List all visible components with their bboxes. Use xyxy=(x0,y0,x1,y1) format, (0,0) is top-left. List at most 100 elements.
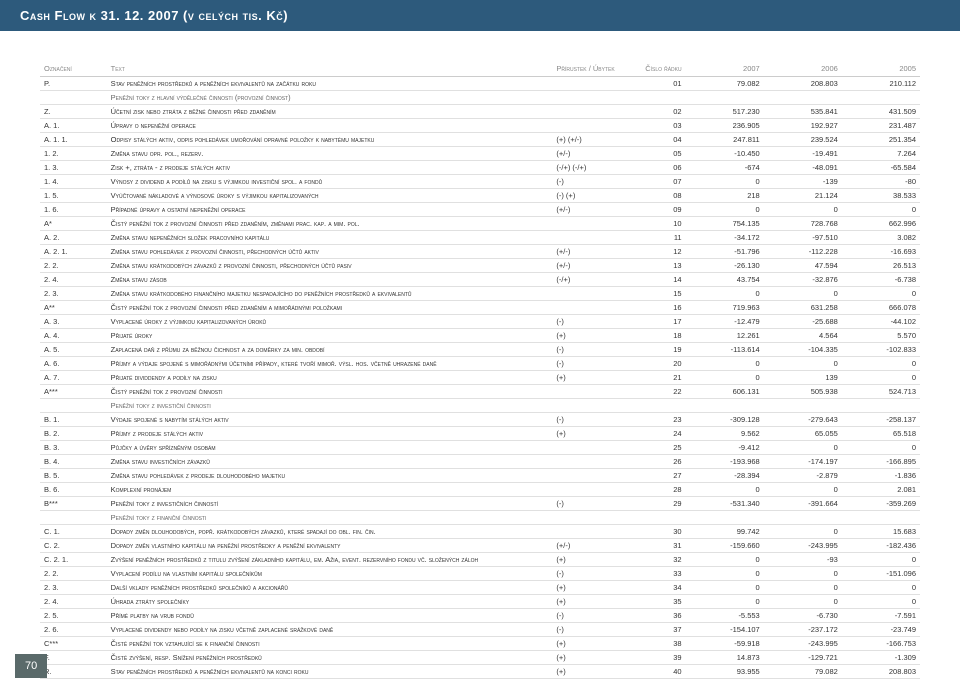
cell-sign xyxy=(552,119,630,133)
cell-sign: (+) xyxy=(552,427,630,441)
cell-2005: 0 xyxy=(842,595,920,609)
table-row: F.Čisté zvýšení, resp. Snížení peněžních… xyxy=(40,651,920,665)
cell-2007: -193.968 xyxy=(686,455,764,469)
cell-text: Dopady změn vlastního kapitálu na peněžn… xyxy=(107,539,553,553)
cell-2005: -1.836 xyxy=(842,469,920,483)
table-row: A. 1.Úpravy o nepeněžní operace03236.905… xyxy=(40,119,920,133)
table-row: 1. 5.Vyúčtované nákladové a výnosové úro… xyxy=(40,189,920,203)
cell-2006: -279.643 xyxy=(764,413,842,427)
cell-2006: -174.197 xyxy=(764,455,842,469)
cell-2007: -10.450 xyxy=(686,147,764,161)
cell-2006: 208.803 xyxy=(764,77,842,91)
cell-2007: 0 xyxy=(686,287,764,301)
cell-sign: (+/-) xyxy=(552,147,630,161)
cell-2005: -182.436 xyxy=(842,539,920,553)
table-row: 2. 4.Úhrada ztráty společníky(+)35000 xyxy=(40,595,920,609)
cell-rownum: 05 xyxy=(630,147,685,161)
cell-rownum: 30 xyxy=(630,525,685,539)
cell-sign xyxy=(552,231,630,245)
table-row: B. 2.Příjmy z prodeje stálých aktiv(+)24… xyxy=(40,427,920,441)
cell-2005 xyxy=(842,399,920,413)
cell-2006 xyxy=(764,511,842,525)
cell-code: 2. 5. xyxy=(40,609,107,623)
cell-2005: 2.081 xyxy=(842,483,920,497)
cell-2006 xyxy=(764,399,842,413)
cell-sign xyxy=(552,441,630,455)
cell-2007: 9.562 xyxy=(686,427,764,441)
cell-2005: 208.803 xyxy=(842,665,920,679)
cell-text: Vyplacené úroky z výjimkou kapitalizovan… xyxy=(107,315,553,329)
table-row: A. 1. 1.Odpisy stálých aktiv, odpis pohl… xyxy=(40,133,920,147)
cell-sign: (+) xyxy=(552,637,630,651)
table-row: B. 6.Komplexní pronájem28002.081 xyxy=(40,483,920,497)
cell-2007 xyxy=(686,511,764,525)
col-text: Text xyxy=(107,61,553,77)
cell-code: C. 1. xyxy=(40,525,107,539)
table-row: 1. 4.Výnosy z dividend a podílů na zisku… xyxy=(40,175,920,189)
cell-sign xyxy=(552,483,630,497)
cell-2005: 0 xyxy=(842,287,920,301)
col-2007: 2007 xyxy=(686,61,764,77)
cell-rownum: 36 xyxy=(630,609,685,623)
cell-sign: (+/-) xyxy=(552,203,630,217)
cell-text: Čistý peněžní tok z provozní činnosti př… xyxy=(107,301,553,315)
cell-text: Zaplacená daň z příjmu za běžnou čichnos… xyxy=(107,343,553,357)
cell-text: Změna stavu krátkodobých závazků z provo… xyxy=(107,259,553,273)
cell-sign: (+/-) xyxy=(552,259,630,273)
cell-code: B. 4. xyxy=(40,455,107,469)
cell-2007: 0 xyxy=(686,595,764,609)
cell-2007: -674 xyxy=(686,161,764,175)
cell-code: A. 2. 1. xyxy=(40,245,107,259)
table-row: 2. 6.Vyplacené dividendy nebo podíly na … xyxy=(40,623,920,637)
table-row: A. 2.Změna stavu nepeněžních složek prac… xyxy=(40,231,920,245)
cell-code: A. 2. xyxy=(40,231,107,245)
cell-sign xyxy=(552,301,630,315)
cell-text: Čistý peněžní tok z provozní činnosti př… xyxy=(107,217,553,231)
table-row: Peněžní toky z hlavní výdělečné činnosti… xyxy=(40,91,920,105)
cell-2007: 0 xyxy=(686,203,764,217)
cell-code: A* xyxy=(40,217,107,231)
cell-2005: -65.584 xyxy=(842,161,920,175)
cell-2005: -16.693 xyxy=(842,245,920,259)
cell-2006: -243.995 xyxy=(764,637,842,651)
cell-2006: 0 xyxy=(764,581,842,595)
cell-2007: 517.230 xyxy=(686,105,764,119)
table-row: A**Čistý peněžní tok z provozní činnosti… xyxy=(40,301,920,315)
cell-text: Úhrada ztráty společníky xyxy=(107,595,553,609)
cell-code: 1. 4. xyxy=(40,175,107,189)
cell-rownum: 16 xyxy=(630,301,685,315)
cell-text: Peněžní toky z finanční činnosti xyxy=(107,511,553,525)
cell-code: A. 5. xyxy=(40,343,107,357)
table-row: C. 2.Dopady změn vlastního kapitálu na p… xyxy=(40,539,920,553)
cell-2007: 606.131 xyxy=(686,385,764,399)
cell-rownum: 32 xyxy=(630,553,685,567)
cell-2005: 231.487 xyxy=(842,119,920,133)
cell-code: A. 1. xyxy=(40,119,107,133)
cell-2005: 15.683 xyxy=(842,525,920,539)
cell-2005: 26.513 xyxy=(842,259,920,273)
table-row: Peněžní toky z investiční činnosti xyxy=(40,399,920,413)
table-row: A. 7.Přijaté dividdendy a podíly na zisk… xyxy=(40,371,920,385)
cell-2005: 65.518 xyxy=(842,427,920,441)
cell-2006: -2.879 xyxy=(764,469,842,483)
cell-2007: 0 xyxy=(686,581,764,595)
cell-sign xyxy=(552,77,630,91)
cell-rownum: 18 xyxy=(630,329,685,343)
cell-sign: (-) xyxy=(552,413,630,427)
cell-text: Vyplacené dividendy nebo podíly na zisku… xyxy=(107,623,553,637)
cell-2006: 0 xyxy=(764,441,842,455)
cell-sign: (-) xyxy=(552,357,630,371)
table-row: A. 6.Příjmy a výdaje spojené s mimořádný… xyxy=(40,357,920,371)
cell-2006: 4.564 xyxy=(764,329,842,343)
table-row: P.Stav peněžních prostředků a peněžních … xyxy=(40,77,920,91)
cell-2006: 0 xyxy=(764,357,842,371)
cell-2006: 0 xyxy=(764,483,842,497)
cell-2007: 0 xyxy=(686,357,764,371)
cell-2006: -104.335 xyxy=(764,343,842,357)
cell-text: Čisté zvýšení, resp. Snížení peněžních p… xyxy=(107,651,553,665)
cell-sign: (+) xyxy=(552,371,630,385)
cell-2005: 5.570 xyxy=(842,329,920,343)
cell-sign xyxy=(552,399,630,413)
cell-text: Dopady změn dlouhodobých, popř. krátkodo… xyxy=(107,525,553,539)
cell-sign: (-) xyxy=(552,497,630,511)
